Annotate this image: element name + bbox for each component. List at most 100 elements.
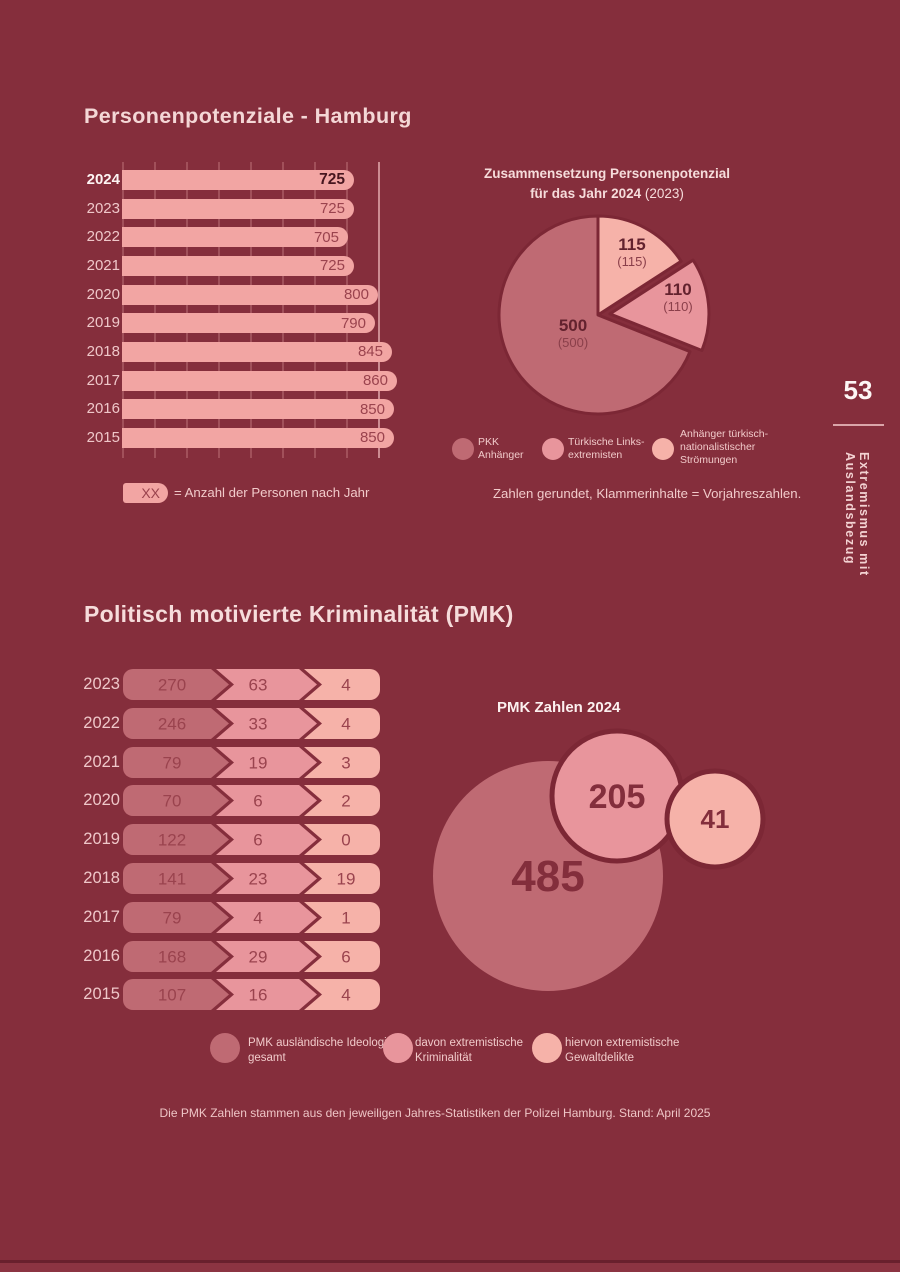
bar-value-label: 705 xyxy=(313,228,339,246)
bar-row: 2016 850 xyxy=(80,399,394,420)
arrow-segment xyxy=(216,746,317,778)
arrow-value: 19 xyxy=(249,753,268,772)
pie-value: 110 xyxy=(664,280,692,299)
arrow-bar: 122 6 0 xyxy=(123,824,380,856)
bar-row: 2018 845 xyxy=(80,341,392,362)
arrow-value: 6 xyxy=(253,831,262,850)
pie-value: 500 xyxy=(558,316,588,335)
arrow-bar: 107 16 4 xyxy=(123,979,380,1011)
pie-slice xyxy=(497,214,692,416)
bar-legend-badge-label: XX xyxy=(141,485,160,501)
arrow-segment xyxy=(123,785,229,817)
bar-row: 2023 725 xyxy=(80,198,354,219)
bar-row: 2020 800 xyxy=(80,284,378,305)
arrow-value: 1 xyxy=(341,908,350,927)
bar-legend-badge: XX xyxy=(123,483,168,503)
bar-legend-text: = Anzahl der Personen nach Jahr xyxy=(174,485,370,500)
bar: 850 xyxy=(122,399,394,420)
arrow-value: 107 xyxy=(158,986,186,1005)
bar-row: 2022 705 xyxy=(80,227,348,248)
bar: 860 xyxy=(122,370,397,391)
pmk-legend-item-kriminalitaet: davon extremistische Kriminalität xyxy=(415,1036,523,1065)
pie-title: Zusammensetzung Personenpotenzial für da… xyxy=(452,164,762,205)
bar: 790 xyxy=(122,313,375,334)
gridline xyxy=(282,162,284,458)
arrow-value: 16 xyxy=(249,986,268,1005)
arrow-value: 6 xyxy=(341,947,350,966)
arrow-value: 168 xyxy=(158,947,186,966)
arrow-bar: 270 63 4 xyxy=(123,669,380,700)
pie-slice xyxy=(608,258,711,352)
pie-value-label: 500 (500) xyxy=(538,317,608,350)
arrow-value: 4 xyxy=(341,986,350,1005)
bubbles-title: PMK Zahlen 2024 xyxy=(497,699,621,716)
pmk-legend-item-gewaltdelikte: hiervon extremistische Gewaltdelikte xyxy=(565,1036,679,1065)
arrow-row: 2019 122 6 0 xyxy=(80,824,381,856)
pie-value-label: 115 (115) xyxy=(597,236,667,269)
pie-value: 115 xyxy=(618,235,646,254)
potential-bar-rows: 2024 725 2023 725 2022 705 2021 725 2020 800 2019 7… xyxy=(80,170,500,460)
arrow-row: 2020 70 6 2 xyxy=(80,785,381,817)
arrow-value: 270 xyxy=(158,676,186,695)
arrow-value: 122 xyxy=(158,831,186,850)
legend-line: gesamt xyxy=(248,1051,286,1064)
arrow-value: 79 xyxy=(163,753,182,772)
legend-dot-icon xyxy=(383,1033,413,1063)
year-label: 2017 xyxy=(86,371,120,389)
year-label: 2020 xyxy=(83,791,120,810)
arrow-value: 141 xyxy=(158,870,186,889)
year-label: 2022 xyxy=(83,713,120,732)
legend-line: PMK ausländische Ideologie xyxy=(248,1037,394,1049)
pie-value-label: 110 (110) xyxy=(643,281,713,314)
arrow-bar: 79 19 3 xyxy=(123,746,380,778)
bar-row: 2017 860 xyxy=(80,370,397,391)
arrow-value: 23 xyxy=(249,870,268,889)
page-title: Personenpotenziale - Hamburg xyxy=(84,104,412,128)
bubble-value: 205 xyxy=(589,778,646,816)
year-label: 2019 xyxy=(86,314,120,332)
bubble-value: 41 xyxy=(701,804,730,834)
pie-previous-value: (110) xyxy=(663,298,693,314)
year-label: 2016 xyxy=(83,946,120,965)
bar-row: 2015 850 xyxy=(80,427,394,448)
gridline xyxy=(250,162,252,458)
legend-dot-icon xyxy=(210,1033,240,1063)
legend-line: extremisten xyxy=(568,449,623,461)
bar: 800 xyxy=(122,284,378,305)
arrow-segment xyxy=(123,707,229,739)
bar: 850 xyxy=(122,427,394,448)
bar-value-label: 725 xyxy=(319,171,345,188)
legend-line: Kriminalität xyxy=(415,1051,472,1064)
arrow-bar: 79 4 1 xyxy=(123,901,380,933)
arrow-bar: 141 23 19 xyxy=(123,863,380,894)
arrow-value: 4 xyxy=(341,714,350,733)
arrow-segment xyxy=(123,940,229,972)
gridline xyxy=(122,162,124,458)
pie-legend-item-nationalistisch: Anhänger türkisch- nationalistischer Str… xyxy=(680,428,768,467)
arrow-value: 246 xyxy=(158,714,186,733)
legend-dot-icon xyxy=(532,1033,562,1063)
pie-chart: 115 (115) 110 (110) 500 (500) xyxy=(488,205,723,430)
pie-title-line2-bold: für das Jahr 2024 xyxy=(530,186,642,202)
arrow-value: 3 xyxy=(341,753,350,772)
gridline xyxy=(378,162,380,458)
arrow-value: 0 xyxy=(341,831,350,850)
pie-legend-item-linksextremisten: Türkische Links- extremisten xyxy=(568,436,644,462)
arrow-row: 2018 141 23 19 xyxy=(80,863,381,894)
gridline xyxy=(154,162,156,458)
chapter-vertical-label: Extremismus mit Auslandsbezug xyxy=(843,452,871,577)
arrow-segment xyxy=(216,979,317,1011)
pie-previous-value: (500) xyxy=(557,334,589,350)
pie-title-line2-normal: (2023) xyxy=(644,186,684,202)
bar-row: 2021 725 xyxy=(80,255,354,276)
arrow-row: 2015 107 16 4 xyxy=(80,979,381,1011)
arrow-segment xyxy=(123,979,229,1011)
arrow-segment xyxy=(304,707,380,739)
arrow-segment xyxy=(304,940,380,972)
bar: 725 xyxy=(122,198,354,219)
year-label: 2015 xyxy=(86,428,120,446)
arrow-segment xyxy=(216,824,317,856)
arrow-segment xyxy=(216,863,317,894)
